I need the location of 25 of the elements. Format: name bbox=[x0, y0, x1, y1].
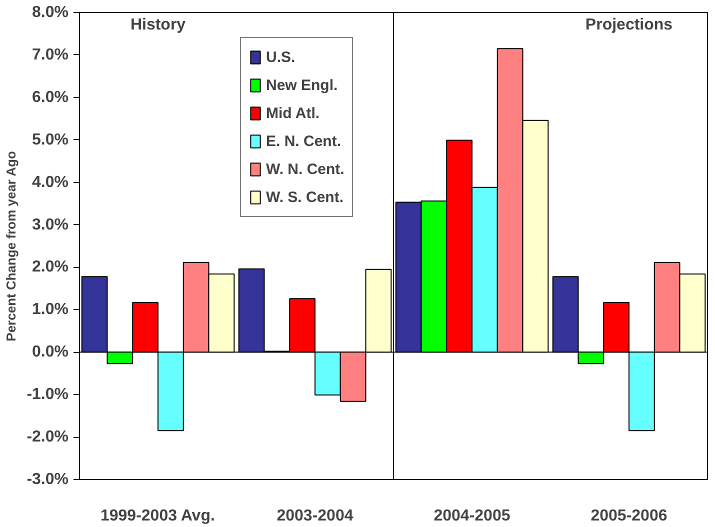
legend-label: U.S. bbox=[266, 48, 296, 68]
y-axis-title: Percent Change from year Ago bbox=[4, 151, 19, 342]
y-tick-label: -2.0% bbox=[26, 428, 68, 446]
annotation: Projections bbox=[585, 16, 673, 34]
legend-label: Mid Atl. bbox=[266, 104, 320, 124]
y-tick-label: 4.0% bbox=[32, 174, 68, 191]
y-tick-label: 2.0% bbox=[32, 258, 68, 276]
y-tick-label: 3.0% bbox=[32, 216, 68, 234]
legend-label: New Engl. bbox=[266, 76, 338, 96]
x-tick-label: 2005-2006 bbox=[590, 508, 668, 524]
annotation: History bbox=[130, 16, 186, 34]
y-tick-label: 6.0% bbox=[32, 88, 68, 106]
y-tick-label: 0.0% bbox=[32, 344, 68, 361]
legend-label: W. N. Cent. bbox=[266, 160, 344, 180]
y-tick-label: 1.0% bbox=[32, 301, 68, 318]
y-tick-label: 8.0% bbox=[32, 4, 68, 21]
y-tick-label: 5.0% bbox=[32, 131, 68, 148]
y-tick-label: -3.0% bbox=[26, 471, 68, 488]
legend-label: E. N. Cent. bbox=[266, 132, 342, 152]
x-tick-label: 1999-2003 Avg. bbox=[100, 508, 215, 524]
x-tick-label: 2003-2004 bbox=[276, 508, 354, 524]
y-tick-label: -1.0% bbox=[26, 386, 68, 404]
y-tick-label: 7.0% bbox=[32, 46, 68, 64]
legend-label: W. S. Cent. bbox=[266, 188, 344, 208]
x-tick-label: 2004-2005 bbox=[434, 508, 510, 524]
